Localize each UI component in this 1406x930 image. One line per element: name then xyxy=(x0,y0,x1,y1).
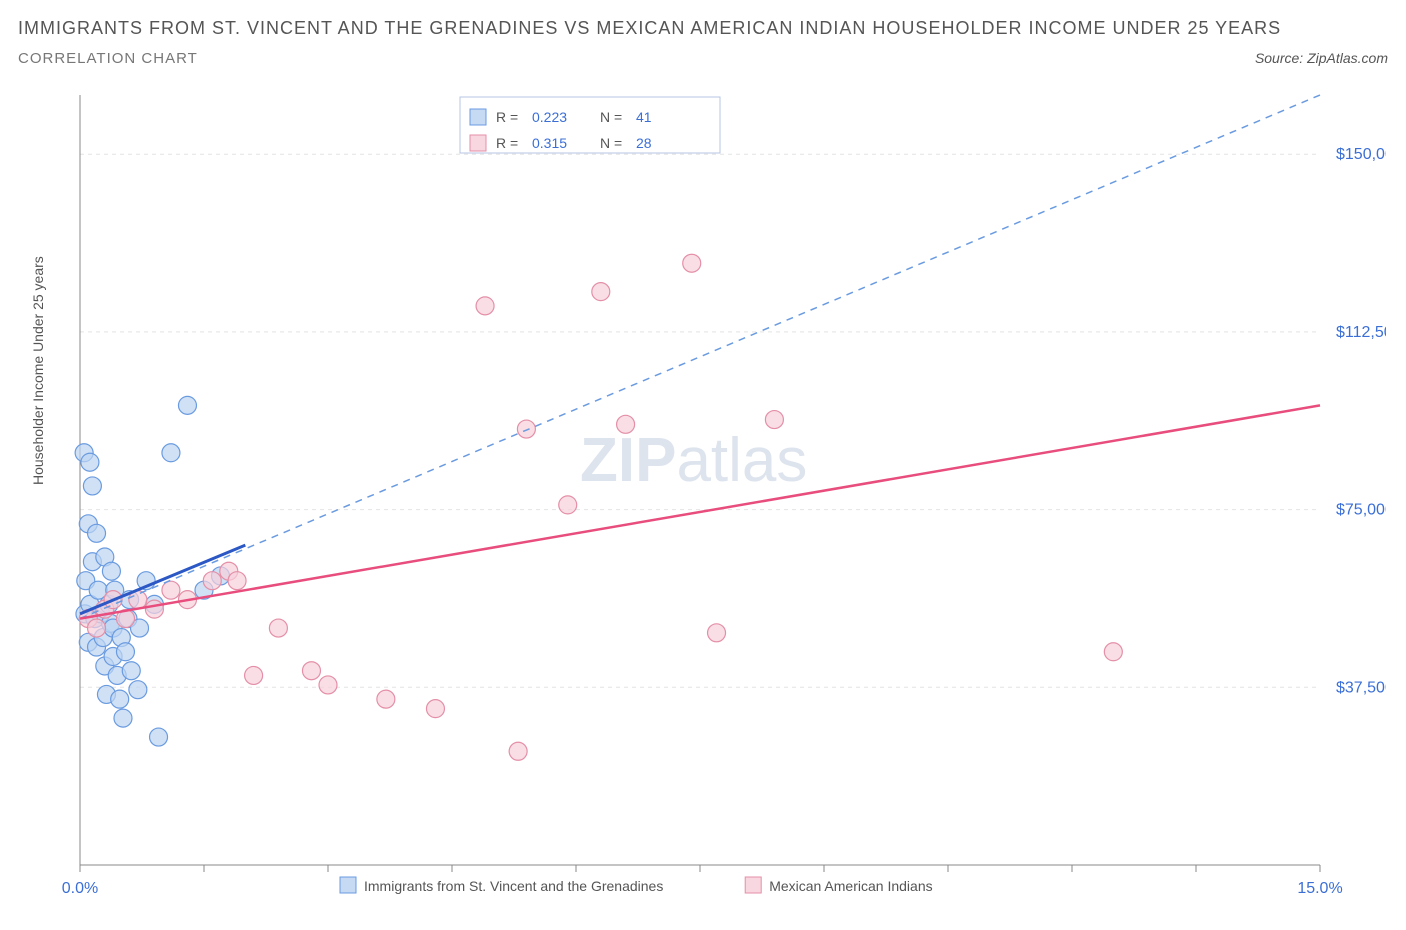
data-point xyxy=(114,709,132,727)
series-swatch xyxy=(340,877,356,893)
y-axis-label: Householder Income Under 25 years xyxy=(30,256,46,485)
data-point xyxy=(319,676,337,694)
y-tick-label: $37,500 xyxy=(1336,679,1386,696)
series-swatch xyxy=(745,877,761,893)
data-point xyxy=(145,600,163,618)
scatter-chart: $37,500 $75,000 $112,500 $150,000 0.0% 15.0% R… xyxy=(40,85,1386,915)
data-point xyxy=(377,690,395,708)
data-point xyxy=(203,572,221,590)
legend-r-label: R = xyxy=(496,109,518,125)
legend-r-value: 0.315 xyxy=(532,135,567,151)
data-point xyxy=(162,444,180,462)
data-point xyxy=(150,728,168,746)
data-point xyxy=(765,411,783,429)
y-tick-label: $150,000 xyxy=(1336,146,1386,163)
legend-n-label: N = xyxy=(600,135,622,151)
legend-n-label: N = xyxy=(600,109,622,125)
legend-swatch xyxy=(470,109,486,125)
data-point xyxy=(81,453,99,471)
data-point xyxy=(111,690,129,708)
data-point xyxy=(708,624,726,642)
data-point xyxy=(517,420,535,438)
series-label: Immigrants from St. Vincent and the Gren… xyxy=(364,878,663,894)
data-point xyxy=(228,572,246,590)
data-point xyxy=(426,700,444,718)
data-point xyxy=(476,297,494,315)
data-point xyxy=(116,643,134,661)
data-point xyxy=(559,496,577,514)
trend-line xyxy=(80,405,1320,618)
data-point xyxy=(683,254,701,272)
legend-swatch xyxy=(470,135,486,151)
source-attribution: Source: ZipAtlas.com xyxy=(1255,50,1388,66)
chart-container: Householder Income Under 25 years ZIPatl… xyxy=(40,85,1386,885)
data-point xyxy=(302,662,320,680)
y-tick-label: $112,500 xyxy=(1336,324,1386,341)
legend-n-value: 28 xyxy=(636,135,652,151)
data-point xyxy=(617,415,635,433)
x-tick-min: 0.0% xyxy=(62,880,98,897)
data-point xyxy=(83,477,101,495)
series-label: Mexican American Indians xyxy=(769,878,932,894)
chart-title: IMMIGRANTS FROM ST. VINCENT AND THE GREN… xyxy=(18,18,1281,39)
data-point xyxy=(122,662,140,680)
legend-r-value: 0.223 xyxy=(532,109,567,125)
data-point xyxy=(102,562,120,580)
chart-subtitle: CORRELATION CHART xyxy=(18,50,198,67)
data-point xyxy=(88,619,106,637)
data-point xyxy=(509,742,527,760)
data-point xyxy=(1104,643,1122,661)
y-tick-label: $75,000 xyxy=(1336,502,1386,519)
legend-n-value: 41 xyxy=(636,109,652,125)
data-point xyxy=(592,283,610,301)
data-point xyxy=(245,666,263,684)
data-point xyxy=(129,681,147,699)
data-point xyxy=(269,619,287,637)
data-point xyxy=(178,396,196,414)
x-tick-max: 15.0% xyxy=(1297,880,1342,897)
data-point xyxy=(162,581,180,599)
trend-line-dashed xyxy=(80,95,1320,619)
legend-r-label: R = xyxy=(496,135,518,151)
data-point xyxy=(88,524,106,542)
